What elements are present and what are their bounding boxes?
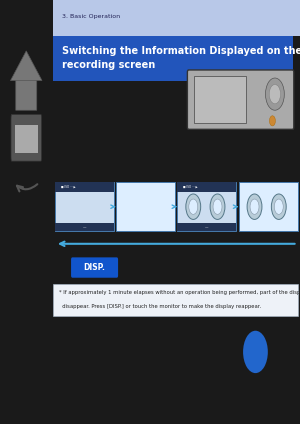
Circle shape xyxy=(210,194,225,219)
Circle shape xyxy=(266,78,284,110)
FancyBboxPatch shape xyxy=(194,76,246,123)
FancyBboxPatch shape xyxy=(52,0,300,36)
Bar xyxy=(55,223,114,231)
FancyBboxPatch shape xyxy=(52,284,298,316)
FancyBboxPatch shape xyxy=(188,70,294,129)
Text: * If approximately 1 minute elapses without an operation being performed, part o: * If approximately 1 minute elapses with… xyxy=(59,290,300,296)
FancyBboxPatch shape xyxy=(15,125,38,153)
Text: ■ ISO ··· ▶: ■ ISO ··· ▶ xyxy=(61,185,76,189)
FancyBboxPatch shape xyxy=(178,182,236,231)
FancyBboxPatch shape xyxy=(11,114,41,161)
FancyBboxPatch shape xyxy=(239,182,298,231)
Circle shape xyxy=(189,199,198,214)
FancyBboxPatch shape xyxy=(116,182,175,231)
Text: —: — xyxy=(205,225,208,229)
Bar xyxy=(55,182,114,192)
Circle shape xyxy=(269,84,281,104)
Text: 3. Basic Operation: 3. Basic Operation xyxy=(62,14,121,20)
Bar xyxy=(178,182,236,192)
FancyBboxPatch shape xyxy=(71,257,118,278)
Circle shape xyxy=(274,199,283,214)
Circle shape xyxy=(272,194,286,219)
Circle shape xyxy=(186,194,201,219)
Text: —: — xyxy=(82,225,86,229)
Circle shape xyxy=(213,199,222,214)
Circle shape xyxy=(243,331,268,373)
Text: disappear. Press [DISP.] or touch the monitor to make the display reappear.: disappear. Press [DISP.] or touch the mo… xyxy=(59,304,261,309)
Circle shape xyxy=(269,116,275,126)
Polygon shape xyxy=(11,51,42,81)
Circle shape xyxy=(250,199,259,214)
FancyBboxPatch shape xyxy=(52,36,292,81)
Text: ■ ISO ··· ▶: ■ ISO ··· ▶ xyxy=(183,185,198,189)
Polygon shape xyxy=(16,59,37,110)
FancyBboxPatch shape xyxy=(55,182,114,231)
Text: Switching the Information Displayed on the
recording screen: Switching the Information Displayed on t… xyxy=(62,46,300,70)
Circle shape xyxy=(247,194,262,219)
Text: DISP.: DISP. xyxy=(84,263,106,272)
Bar xyxy=(178,223,236,231)
